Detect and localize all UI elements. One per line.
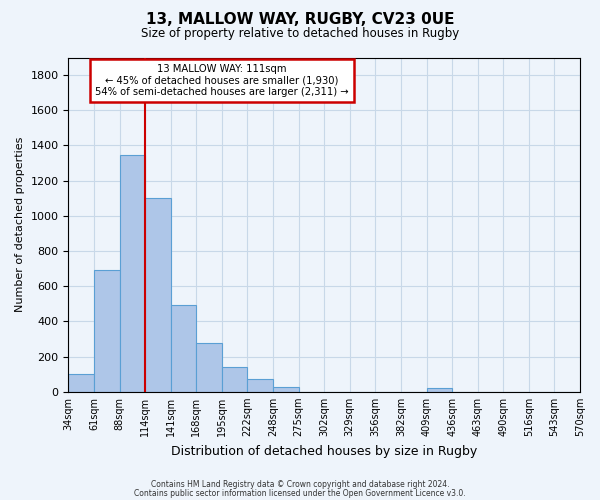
Text: 13 MALLOW WAY: 111sqm
← 45% of detached houses are smaller (1,930)
54% of semi-d: 13 MALLOW WAY: 111sqm ← 45% of detached … (95, 64, 349, 98)
Text: Contains HM Land Registry data © Crown copyright and database right 2024.: Contains HM Land Registry data © Crown c… (151, 480, 449, 489)
Bar (273, 386, 299, 392)
Bar (119, 155, 145, 392)
Bar (247, 380, 273, 392)
Y-axis label: Number of detached properties: Number of detached properties (15, 137, 25, 312)
Bar (196, 344, 222, 392)
Text: Contains public sector information licensed under the Open Government Licence v3: Contains public sector information licen… (134, 489, 466, 498)
Text: 13, MALLOW WAY, RUGBY, CV23 0UE: 13, MALLOW WAY, RUGBY, CV23 0UE (146, 12, 454, 28)
Bar (145, 198, 171, 392)
Bar (222, 367, 247, 392)
Text: Size of property relative to detached houses in Rugby: Size of property relative to detached ho… (141, 28, 459, 40)
Bar (68, 374, 94, 392)
Bar (171, 304, 196, 392)
X-axis label: Distribution of detached houses by size in Rugby: Distribution of detached houses by size … (171, 444, 478, 458)
Bar (427, 388, 452, 392)
Bar (94, 270, 119, 392)
